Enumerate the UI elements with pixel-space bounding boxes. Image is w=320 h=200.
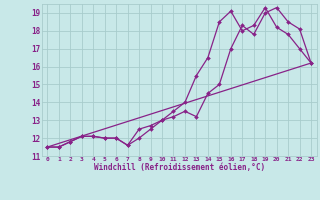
X-axis label: Windchill (Refroidissement éolien,°C): Windchill (Refroidissement éolien,°C) bbox=[94, 163, 265, 172]
